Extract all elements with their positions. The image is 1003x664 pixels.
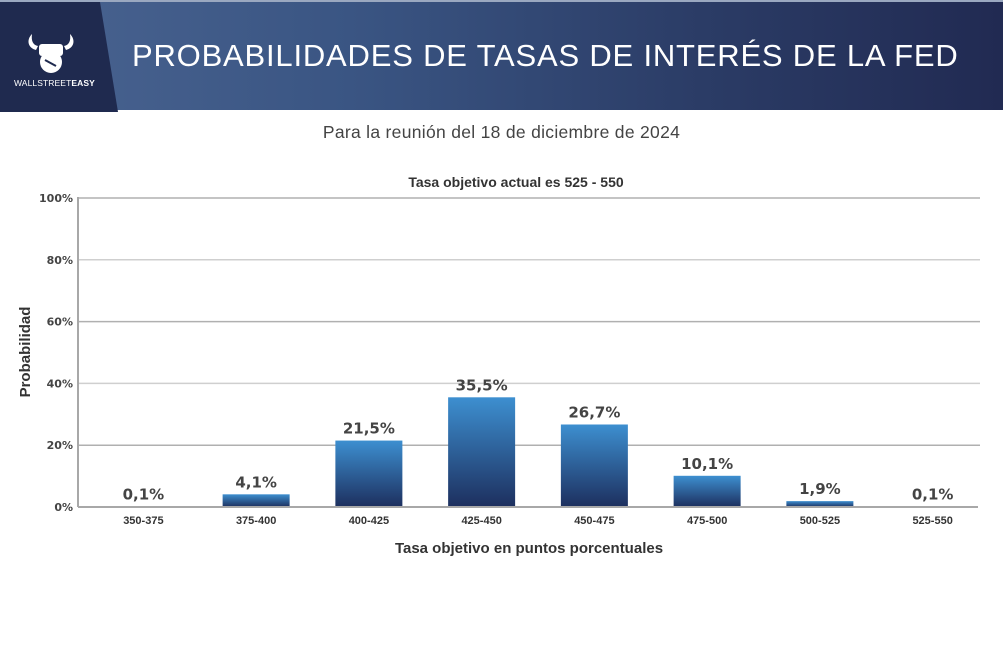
x-tick-label: 475-500 (687, 515, 727, 527)
y-tick-label: 0% (54, 501, 73, 514)
bull-fist-logo-icon (28, 34, 74, 73)
x-tick-label: 350-375 (123, 515, 163, 527)
y-tick-labels: 0% 20% 40% 60% 80% 100% (39, 192, 73, 514)
value-label: 26,7% (568, 403, 620, 421)
page-title: PROBABILIDADES DE TASAS DE INTERÉS DE LA… (132, 38, 959, 73)
x-tick-label: 375-400 (236, 515, 276, 527)
chart-title: Tasa objetivo actual es 525 - 550 (408, 174, 624, 190)
y-tick-label: 40% (47, 377, 73, 390)
bar-400-425 (335, 440, 403, 507)
logo-text: WALLSTREETEASY (14, 78, 95, 88)
gridlines (78, 197, 980, 446)
x-axis-label: Tasa objetivo en puntos porcentuales (395, 540, 663, 557)
x-tick-label: 450-475 (574, 515, 614, 527)
bar-450-475 (560, 424, 628, 507)
bar-425-450 (448, 397, 516, 507)
value-label: 21,5% (343, 420, 395, 438)
value-label: 35,5% (456, 376, 508, 394)
value-label: 10,1% (681, 455, 733, 473)
x-tick-label: 400-425 (349, 515, 389, 527)
header-banner: WALLSTREETEASY PROBABILIDADES DE TASAS D… (0, 0, 1003, 112)
value-label: 1,9% (799, 480, 841, 498)
bar-375-400 (222, 494, 290, 507)
y-axis-label: Probabilidad (17, 307, 34, 398)
value-label: 0,1% (912, 486, 954, 504)
bar-500-525 (786, 501, 854, 507)
value-label: 4,1% (235, 473, 277, 491)
y-tick-label: 80% (47, 254, 73, 267)
x-tick-label: 525-550 (912, 515, 952, 527)
y-tick-label: 20% (47, 439, 73, 452)
x-tick-labels: 350-375 375-400 400-425 425-450 450-475 475-5… (123, 515, 953, 527)
x-tick-label: 425-450 (461, 515, 501, 527)
bar-475-500 (673, 475, 741, 507)
x-tick-label: 500-525 (800, 515, 840, 527)
y-tick-label: 100% (39, 192, 73, 205)
bars (222, 397, 854, 507)
y-tick-label: 60% (47, 316, 73, 329)
meeting-subtitle: Para la reunión del 18 de diciembre de 2… (322, 122, 681, 142)
value-label: 0,1% (123, 486, 165, 504)
value-labels: 0,1% 4,1% 21,5% 35,5% 26,7% 10,1% 1,9% 0,1% (123, 376, 954, 503)
